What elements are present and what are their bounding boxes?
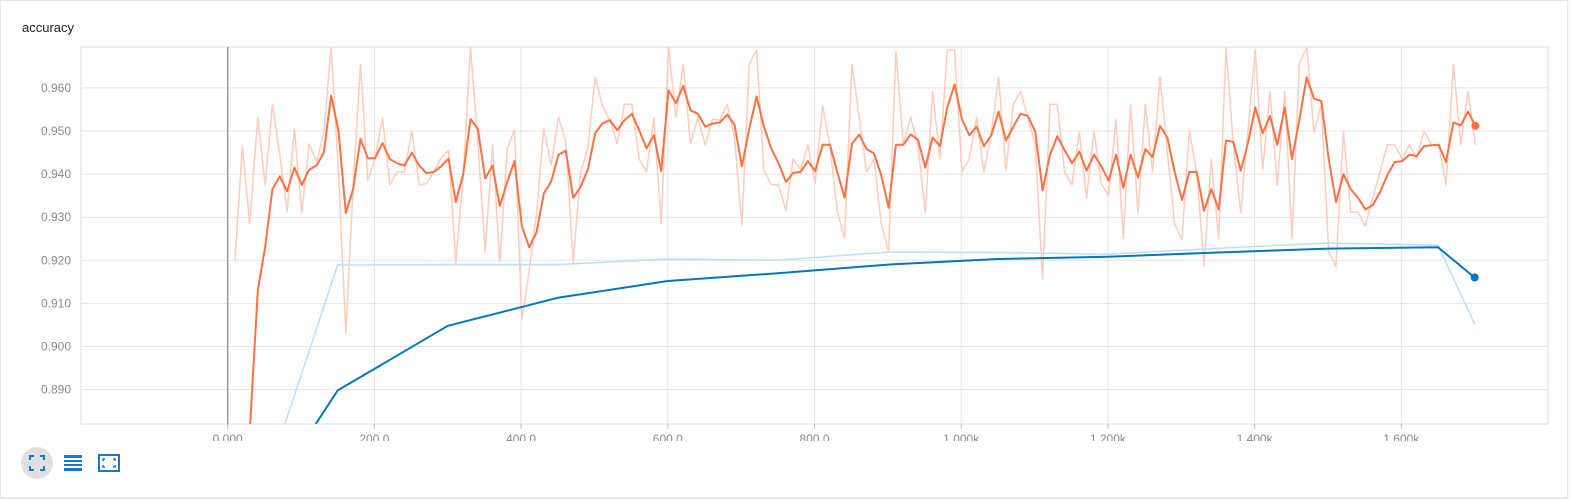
chart-title: accuracy: [22, 20, 75, 35]
x-tick-label: 800.0: [799, 432, 829, 441]
series-0-smoothed-line: [249, 76, 1477, 424]
series-0-raw-line: [234, 47, 1477, 335]
x-tick-label: 200.0: [359, 432, 389, 441]
x-tick-label: 400.0: [506, 432, 536, 441]
x-tick-label: 600.0: [653, 432, 683, 441]
y-tick-label: 0.920: [41, 253, 71, 267]
fullscreen-button[interactable]: [93, 447, 125, 479]
y-tick-label: 0.940: [41, 167, 71, 181]
y-tick-label: 0.930: [41, 210, 71, 224]
y-tick-label: 0.950: [41, 124, 71, 138]
fullscreen-icon: [98, 454, 120, 472]
x-tick-label: 0.000: [213, 432, 243, 441]
x-tick-label: 1.000k: [943, 432, 980, 441]
chart-series: [234, 47, 1480, 424]
y-tick-label: 0.910: [41, 296, 71, 310]
series-1-raw-line: [284, 242, 1476, 424]
y-tick-label: 0.890: [41, 383, 71, 397]
chart-grid: [80, 46, 1549, 425]
y-tick-label: 0.900: [41, 339, 71, 353]
chart-ticks: 0.000 200.0 400.0 600.0 800.0 1.000k 1.200k 1.4…: [41, 81, 1420, 441]
x-tick-label: 1.200k: [1090, 432, 1127, 441]
x-tick-label: 1.600k: [1383, 432, 1420, 441]
chart-toolbar: [21, 447, 125, 479]
fit-to-data-icon: [29, 455, 45, 471]
fit-domain-button[interactable]: [21, 447, 53, 479]
series-1-end-marker: [1470, 273, 1479, 282]
x-tick-label: 1.400k: [1237, 432, 1274, 441]
toggle-log-scale-icon: [64, 455, 82, 471]
series-0-end-marker: [1471, 121, 1480, 130]
y-tick-label: 0.960: [41, 81, 71, 95]
toggle-log-scale-button[interactable]: [57, 447, 89, 479]
chart-plot[interactable]: 0.000 200.0 400.0 600.0 800.0 1.000k 1.200k 1.4…: [1, 1, 1570, 441]
series-1-smoothed-line: [314, 246, 1476, 424]
